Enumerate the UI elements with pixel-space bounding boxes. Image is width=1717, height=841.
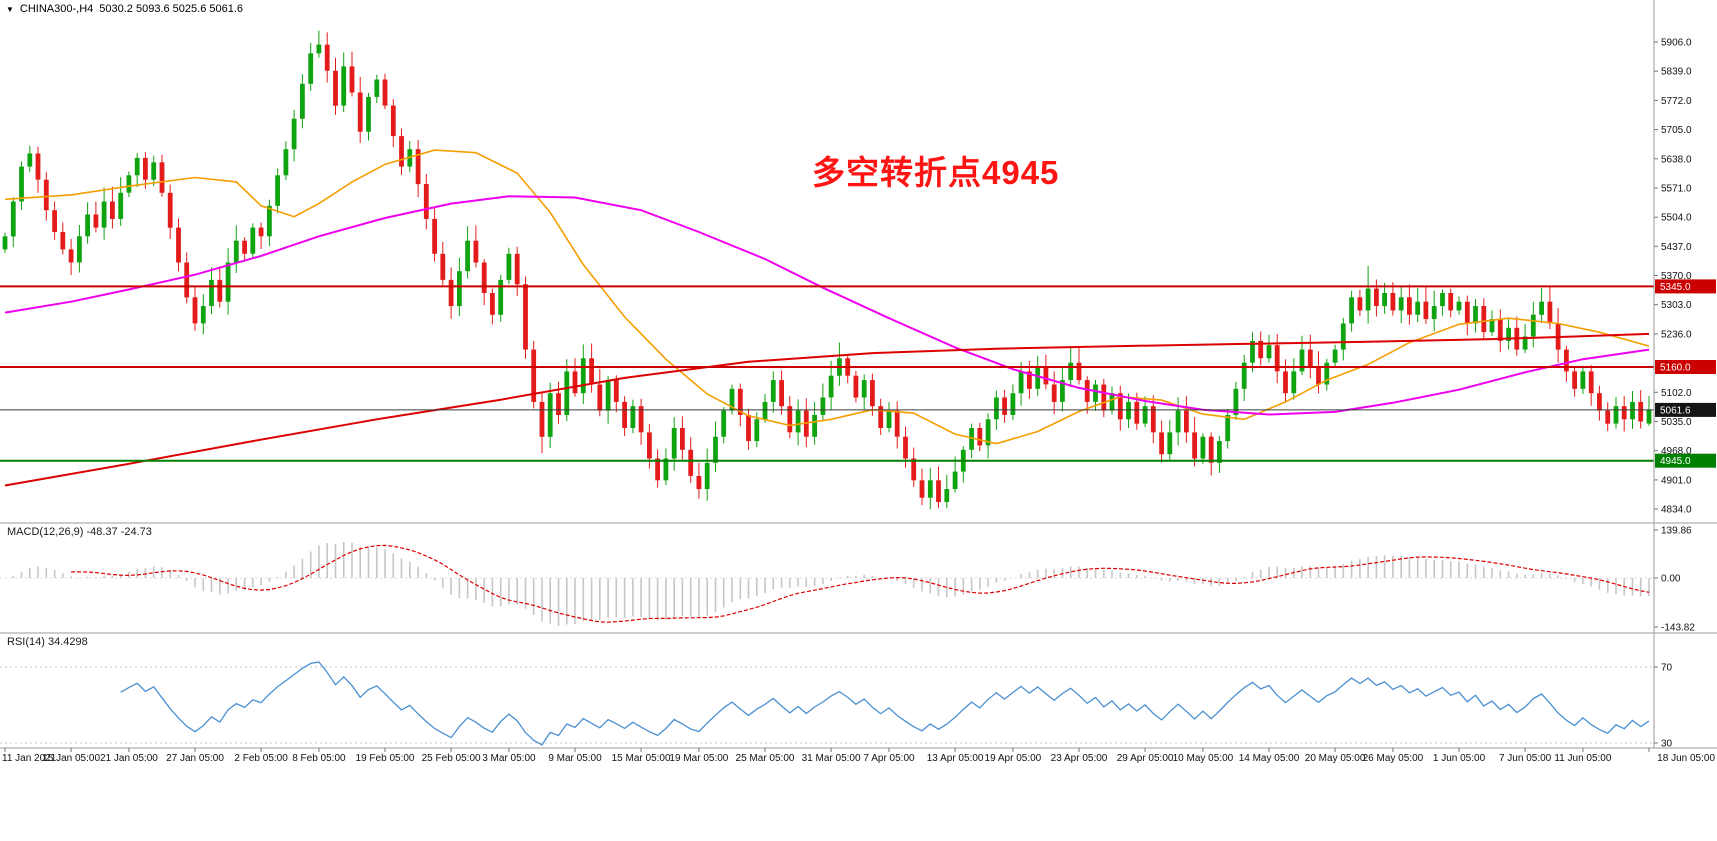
svg-text:29 Apr 05:00: 29 Apr 05:00 — [1117, 753, 1174, 764]
svg-text:7 Jun 05:00: 7 Jun 05:00 — [1499, 753, 1552, 764]
macd-signal-line — [71, 544, 1650, 623]
svg-text:25 Mar 05:00: 25 Mar 05:00 — [736, 753, 795, 764]
svg-text:4901.0: 4901.0 — [1661, 475, 1692, 486]
svg-text:11 Jan 2021: 11 Jan 2021 — [2, 753, 57, 764]
main-chart-plot-area[interactable] — [0, 0, 1654, 523]
symbol-title: CHINA300-,H4 — [19, 3, 94, 15]
svg-text:3 Mar 05:00: 3 Mar 05:00 — [482, 753, 536, 764]
svg-text:23 Apr 05:00: 23 Apr 05:00 — [1051, 753, 1108, 764]
svg-text:70: 70 — [1661, 663, 1673, 674]
svg-text:5035.0: 5035.0 — [1661, 417, 1692, 428]
svg-text:10 May 05:00: 10 May 05:00 — [1173, 753, 1234, 764]
svg-text:9 Mar 05:00: 9 Mar 05:00 — [548, 753, 602, 764]
ma-slow-line[interactable] — [4, 332, 1650, 487]
macd-panel[interactable] — [0, 523, 1654, 633]
current-price-badge: 5061.6 — [1655, 402, 1716, 417]
svg-text:8 Feb 05:00: 8 Feb 05:00 — [292, 753, 346, 764]
price-axis[interactable]: 5906.0 5839.0 5772.0 5705.0 5638.0 5571.0 5504… — [1654, 38, 1692, 516]
rsi-indicator-label: RSI(14) 34.4298 — [7, 636, 88, 648]
chart-annotation-text[interactable]: 多空转折点4945 — [812, 154, 1060, 191]
symbol-info: ▼ CHINA300-,H4 5030.2 5093.6 5025.6 5061… — [6, 3, 243, 15]
macd-histogram — [12, 542, 1650, 626]
rsi-panel[interactable] — [0, 633, 1654, 748]
svg-text:19 Apr 05:00: 19 Apr 05:00 — [985, 753, 1042, 764]
svg-text:5571.0: 5571.0 — [1661, 184, 1692, 195]
svg-text:2 Feb 05:00: 2 Feb 05:00 — [234, 753, 288, 764]
svg-text:5160.0: 5160.0 — [1660, 363, 1691, 374]
svg-text:139.86: 139.86 — [1661, 526, 1692, 537]
ma-fast-line[interactable] — [4, 149, 1650, 445]
svg-text:19 Feb 05:00: 19 Feb 05:00 — [356, 753, 415, 764]
macd-indicator-label: MACD(12,26,9) -48.37 -24.73 — [7, 526, 152, 538]
svg-text:5504.0: 5504.0 — [1661, 213, 1692, 224]
svg-text:31 Mar 05:00: 31 Mar 05:00 — [802, 753, 861, 764]
svg-text:26 May 05:00: 26 May 05:00 — [1363, 753, 1424, 764]
svg-text:7 Apr 05:00: 7 Apr 05:00 — [863, 753, 915, 764]
ma-mid-line[interactable] — [4, 195, 1650, 416]
svg-text:15 Jan 05:00: 15 Jan 05:00 — [42, 753, 100, 764]
svg-text:0.00: 0.00 — [1661, 574, 1681, 585]
price-badge-4945.0: 4945.0 — [1655, 453, 1716, 468]
svg-text:5705.0: 5705.0 — [1661, 125, 1692, 136]
svg-text:5906.0: 5906.0 — [1661, 38, 1692, 49]
svg-text:5236.0: 5236.0 — [1661, 329, 1692, 340]
svg-text:5303.0: 5303.0 — [1661, 300, 1692, 311]
price-badge-5160.0: 5160.0 — [1655, 360, 1716, 374]
svg-text:11 Jun 05:00: 11 Jun 05:00 — [1554, 753, 1612, 764]
svg-text:4968.0: 4968.0 — [1661, 446, 1692, 457]
svg-text:18 Jun 05:00: 18 Jun 05:00 — [1657, 753, 1715, 764]
symbol-dropdown-icon[interactable]: ▼ — [6, 4, 14, 14]
svg-text:1 Jun 05:00: 1 Jun 05:00 — [1433, 753, 1486, 764]
svg-text:5102.0: 5102.0 — [1661, 388, 1692, 399]
svg-text:27 Jan 05:00: 27 Jan 05:00 — [166, 753, 224, 764]
svg-text:5345.0: 5345.0 — [1660, 282, 1691, 293]
svg-text:13 Apr 05:00: 13 Apr 05:00 — [927, 753, 984, 764]
svg-text:5437.0: 5437.0 — [1661, 242, 1692, 253]
svg-text:20 May 05:00: 20 May 05:00 — [1305, 753, 1366, 764]
price-badge-5345.0: 5345.0 — [1655, 279, 1716, 294]
svg-text:5839.0: 5839.0 — [1661, 67, 1692, 78]
svg-text:4945.0: 4945.0 — [1660, 456, 1691, 467]
svg-text:25 Feb 05:00: 25 Feb 05:00 — [422, 753, 481, 764]
svg-text:30: 30 — [1661, 739, 1673, 750]
svg-text:21 Jan 05:00: 21 Jan 05:00 — [100, 753, 158, 764]
svg-text:5370.0: 5370.0 — [1661, 271, 1692, 282]
svg-text:5061.6: 5061.6 — [1660, 405, 1691, 416]
svg-text:19 Mar 05:00: 19 Mar 05:00 — [669, 753, 728, 764]
svg-text:5638.0: 5638.0 — [1661, 154, 1692, 165]
svg-text:-143.82: -143.82 — [1661, 623, 1695, 634]
svg-text:5772.0: 5772.0 — [1661, 96, 1692, 107]
svg-text:14 May 05:00: 14 May 05:00 — [1239, 753, 1300, 764]
symbol-ohlc: 5030.2 5093.6 5025.6 5061.6 — [99, 3, 244, 15]
svg-text:4834.0: 4834.0 — [1661, 505, 1692, 516]
svg-text:15 Mar 05:00: 15 Mar 05:00 — [612, 753, 671, 764]
rsi-line — [120, 661, 1650, 746]
